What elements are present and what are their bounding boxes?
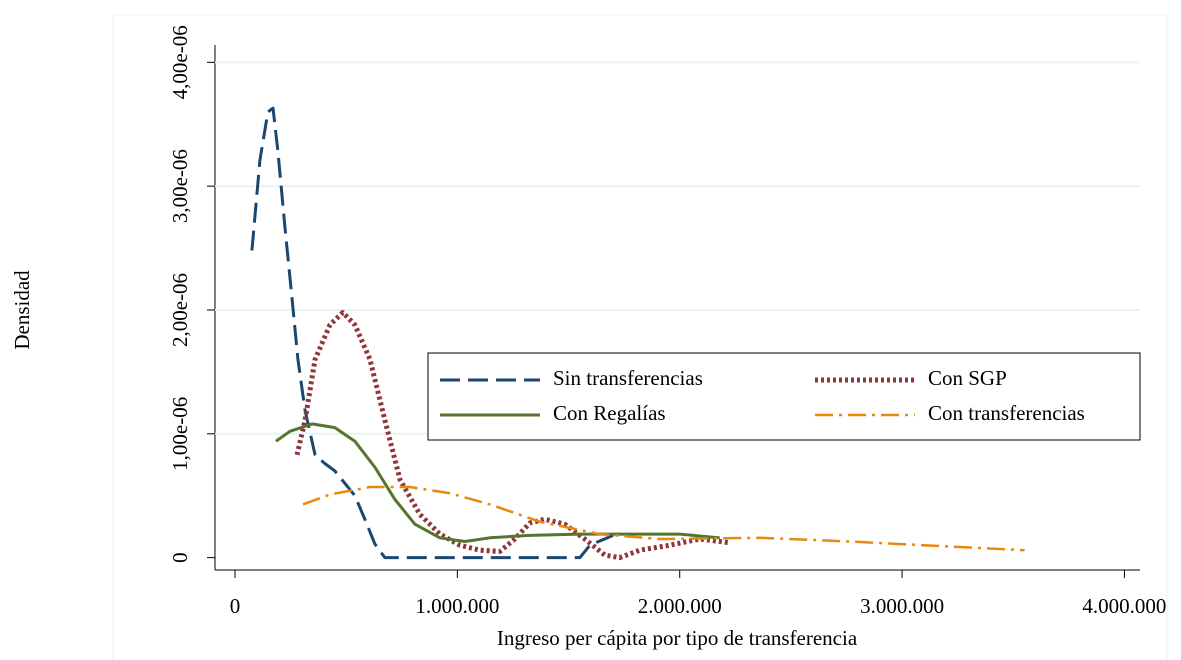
- legend-label: Sin transferencias: [553, 366, 703, 390]
- x-tick-label: 4.000.000: [1082, 594, 1166, 618]
- legend-box: [427, 352, 1141, 441]
- x-tick-label: 3.000.000: [860, 594, 944, 618]
- x-tick-label: 0: [230, 594, 241, 618]
- chart-frame: [112, 14, 1168, 660]
- legend-label: Con SGP: [928, 366, 1007, 390]
- y-tick-label: 0: [168, 552, 192, 563]
- x-tick-label: 1.000.000: [415, 594, 499, 618]
- y-axis-label: Densidad: [10, 270, 34, 350]
- density-line: [250, 106, 614, 560]
- x-axis-label: Ingreso per cápita por tipo de transfere…: [497, 626, 858, 650]
- legend-label: Con transferencias: [928, 401, 1085, 425]
- legend-label: Con Regalías: [553, 401, 666, 425]
- density-line: [302, 485, 1025, 552]
- x-tick-label: 2.000.000: [638, 594, 722, 618]
- density-line: [294, 309, 731, 561]
- y-tick-label: 3,00e-06: [168, 149, 192, 223]
- y-tick-label: 1,00e-06: [168, 397, 192, 471]
- y-tick-label: 2,00e-06: [168, 273, 192, 347]
- y-tick-label: 4,00e-06: [168, 25, 192, 99]
- legend: Sin transferencias Con SGP Con Regalías Con…: [427, 352, 1141, 441]
